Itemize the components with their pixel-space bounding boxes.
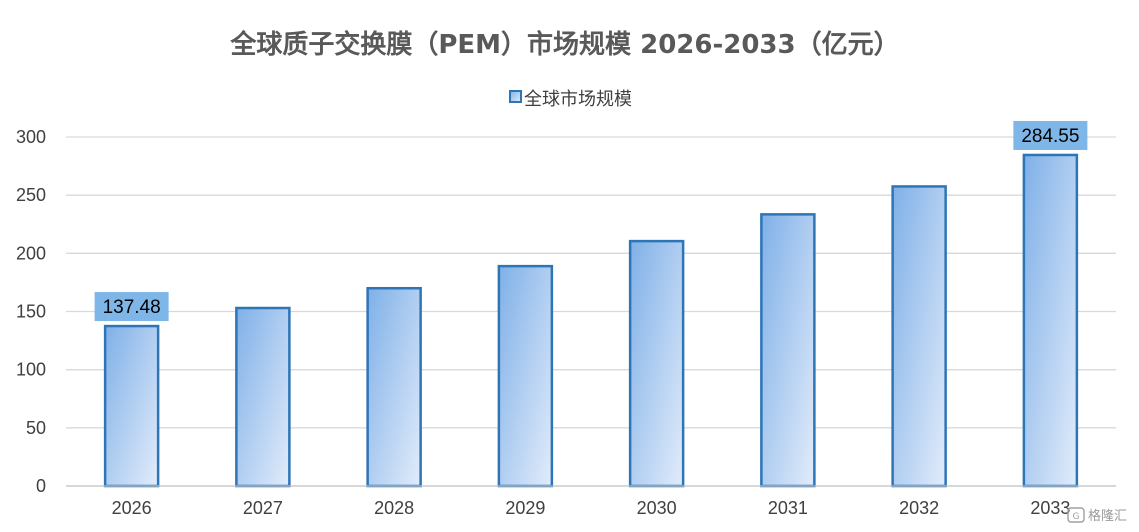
watermark-text: 格隆汇: [1088, 508, 1127, 524]
bar-2030: [628, 239, 685, 488]
y-tick-label: 300: [16, 127, 46, 147]
x-tick-label: 2029: [505, 498, 545, 518]
gridlines: [66, 136, 1116, 429]
bar-2031: [760, 213, 816, 488]
bar-2026: [103, 324, 160, 488]
bar-2032: [891, 185, 947, 488]
data-label-box: [1013, 120, 1088, 150]
legend: 全球市场规模: [509, 89, 632, 110]
data-labels: 137.48 284.55: [94, 120, 1088, 322]
x-tick-label: 2032: [899, 498, 939, 518]
x-tick-label: 2028: [374, 498, 414, 518]
data-label-box: [94, 292, 169, 322]
y-tick-label: 0: [36, 476, 46, 496]
x-tick-label: 2027: [243, 498, 283, 518]
bar-2033: [1022, 153, 1079, 488]
x-tick-label: 2026: [112, 498, 152, 518]
glh-logo-icon: G: [1067, 507, 1085, 523]
y-tick-label: 100: [16, 360, 46, 380]
chart-title: 全球质子交换膜（PEM）市场规模 2026-2033（亿元）: [229, 29, 899, 60]
bar-2027: [235, 306, 291, 488]
legend-swatch: [509, 90, 522, 103]
y-axis-ticks: 0 50 100 150 200 250 300: [16, 127, 46, 496]
svg-text:G: G: [1073, 512, 1080, 522]
x-tick-label: 2033: [1030, 498, 1070, 518]
bar-2028: [366, 286, 422, 488]
data-label: 137.48: [103, 297, 161, 318]
y-tick-label: 250: [16, 185, 46, 205]
watermark: G 格隆汇: [1067, 507, 1127, 524]
y-tick-label: 150: [16, 302, 46, 322]
legend-label: 全球市场规模: [524, 89, 632, 110]
bars: [103, 153, 1079, 488]
y-tick-label: 200: [16, 243, 46, 263]
x-axis: 2026 2027 2028 2029 2030 2031 2032 2033: [66, 485, 1116, 518]
bar-2029: [497, 264, 554, 488]
x-tick-label: 2031: [768, 498, 808, 518]
y-tick-label: 50: [26, 418, 46, 438]
x-tick-label: 2030: [637, 498, 677, 518]
data-label: 284.55: [1021, 126, 1079, 147]
